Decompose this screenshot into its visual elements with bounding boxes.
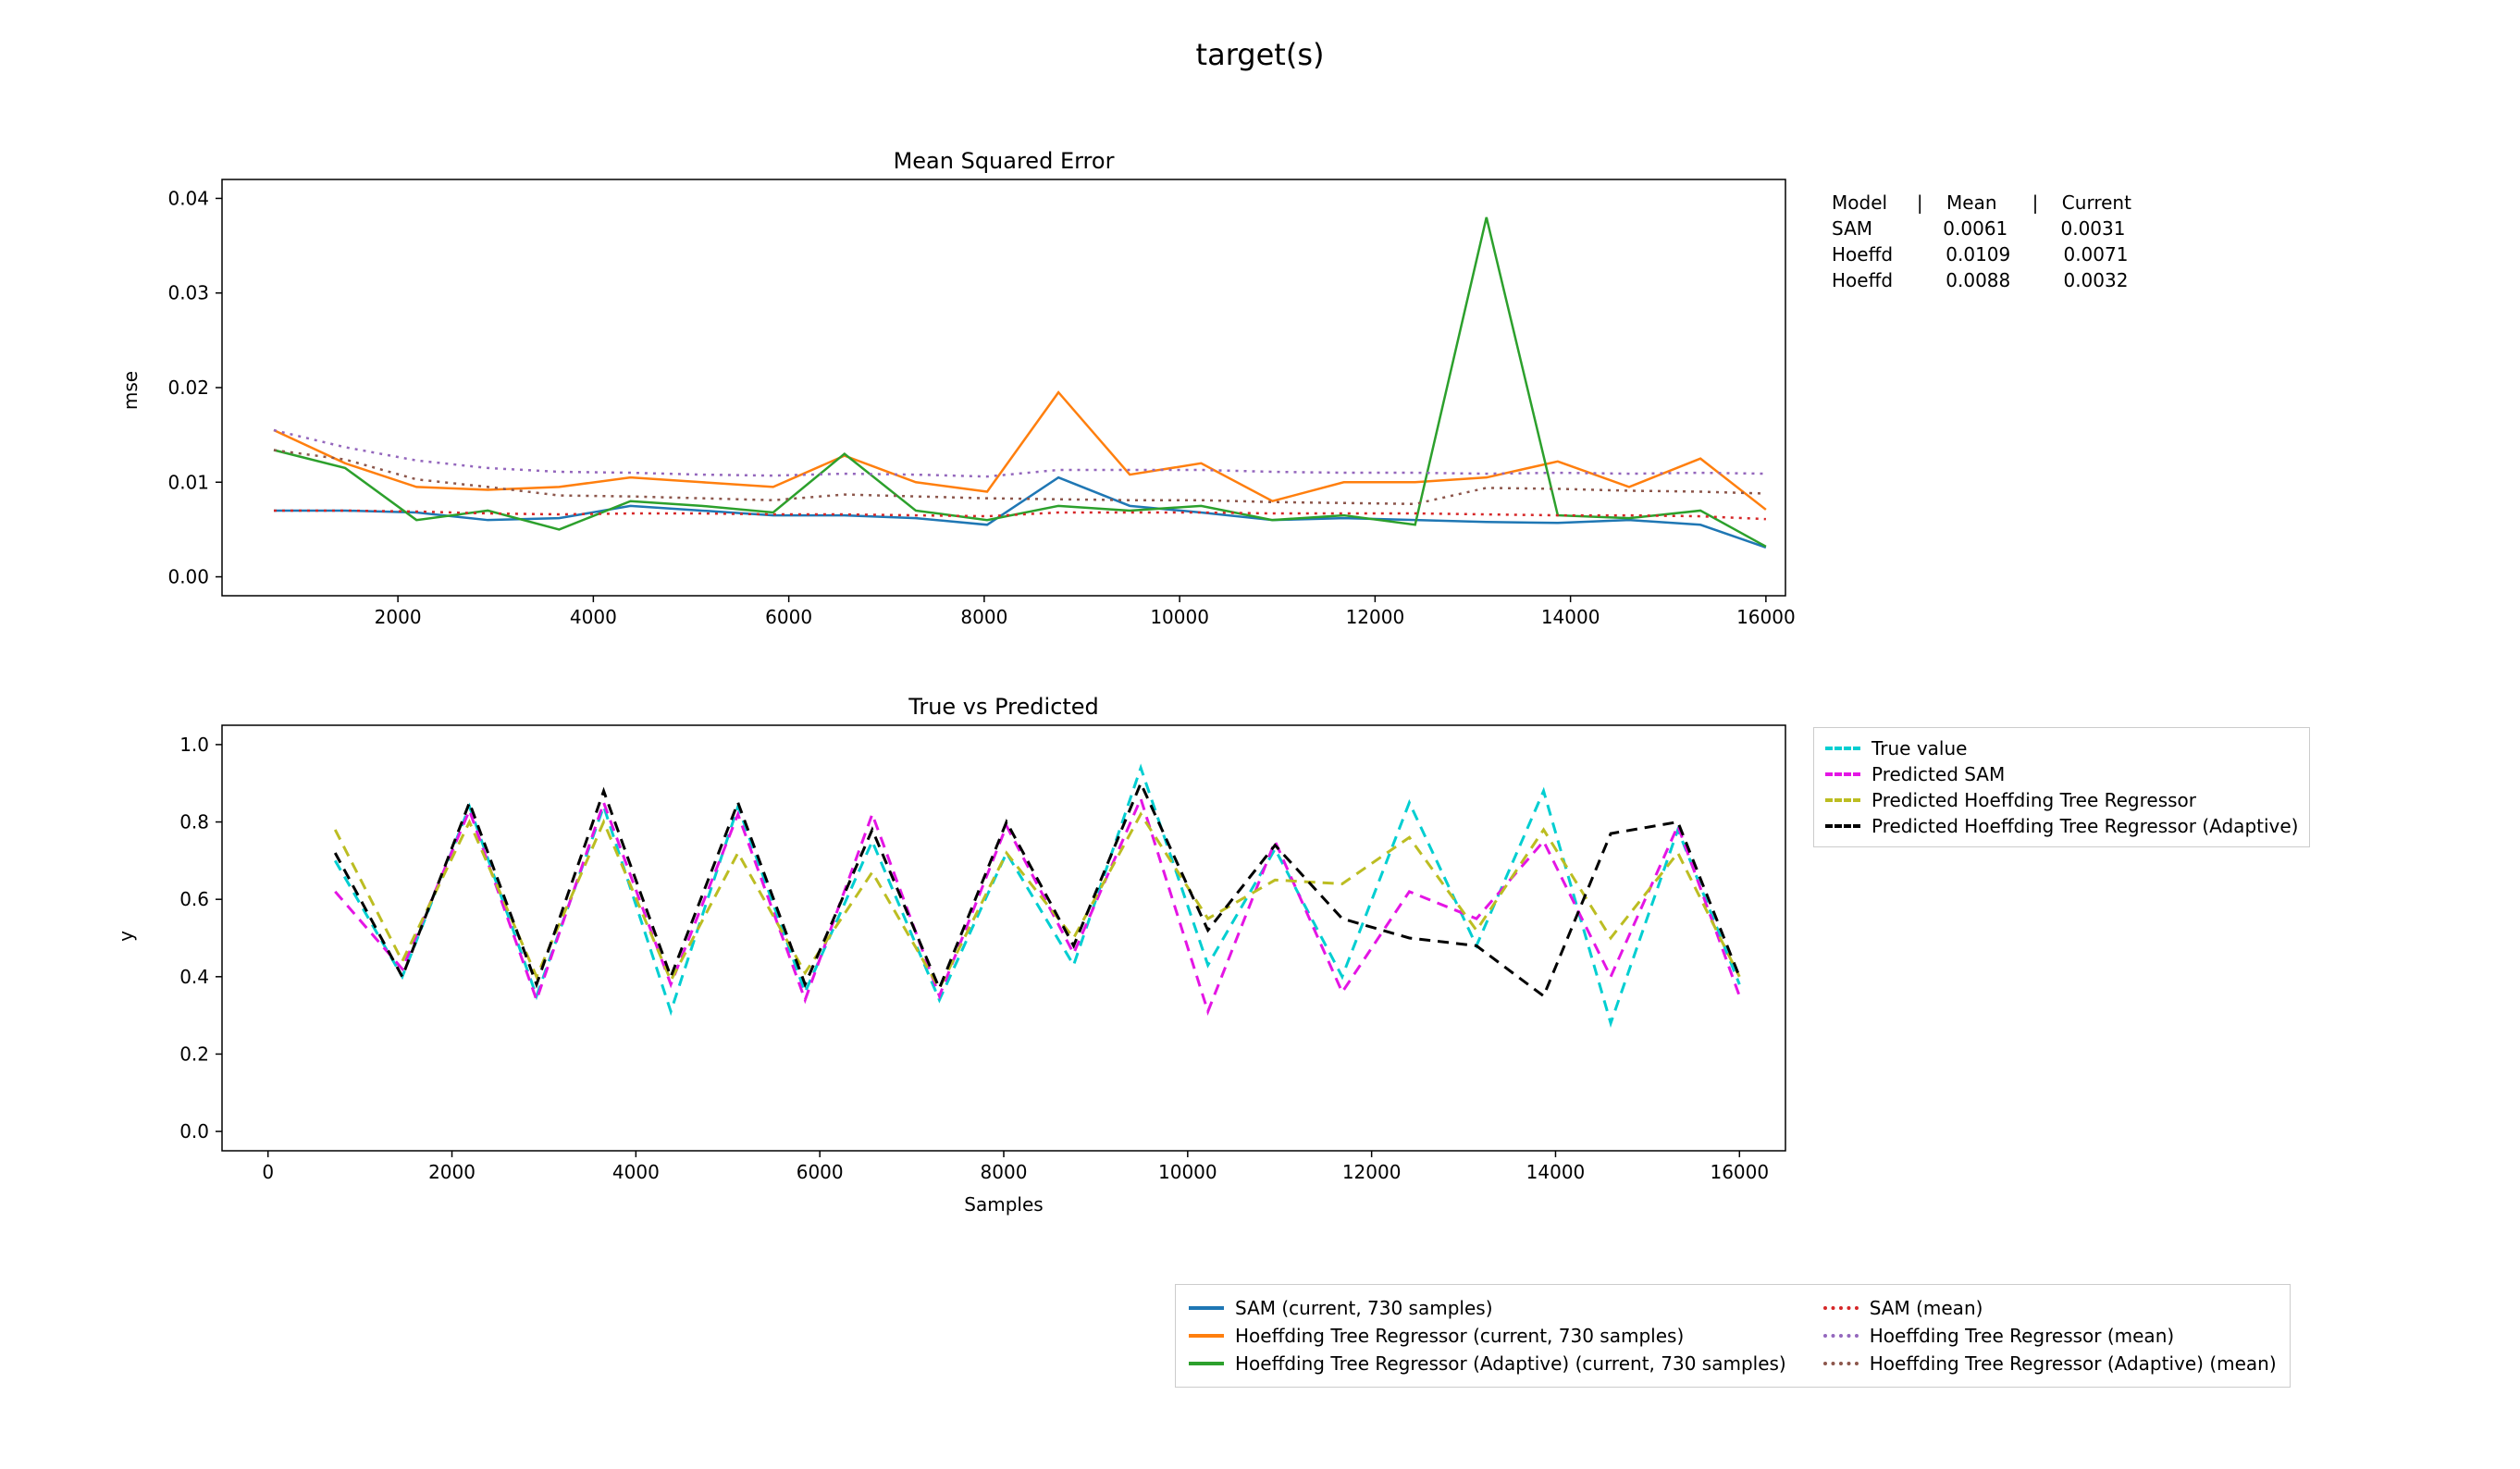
legend-label: Hoeffding Tree Regressor (Adaptive) (mea… (1870, 1352, 2277, 1375)
legend-item: Predicted Hoeffding Tree Regressor (1825, 787, 2298, 813)
legend-swatch (1825, 772, 1860, 776)
series-hoeffd_adapt_mean (274, 451, 1766, 504)
legend-label: Hoeffding Tree Regressor (current, 730 s… (1235, 1325, 1684, 1347)
svg-text:0: 0 (262, 1161, 274, 1183)
svg-text:10000: 10000 (1150, 606, 1209, 628)
figure: target(s) Mean Squared Error 2000 4000 600… (0, 0, 2520, 1469)
pred-title: True vs Predicted (222, 694, 1785, 720)
series-hoeffd_adapt_current (274, 217, 1766, 547)
svg-text:6000: 6000 (765, 606, 812, 628)
mse-plot-area: 2000400060008000100001200014000160000.00… (222, 179, 1785, 633)
legend-item: Hoeffding Tree Regressor (current, 730 s… (1189, 1322, 1786, 1350)
legend-label: SAM (mean) (1870, 1297, 1983, 1319)
svg-text:0.04: 0.04 (167, 187, 209, 209)
pred-plot-area: 02000400060008000100001200014000160000.0… (222, 725, 1785, 1188)
legend-label: Hoeffding Tree Regressor (Adaptive) (cur… (1235, 1352, 1786, 1375)
legend-item: SAM (current, 730 samples) (1189, 1294, 1786, 1322)
svg-text:1.0: 1.0 (179, 734, 209, 756)
svg-text:0.0: 0.0 (179, 1120, 209, 1142)
svg-text:2000: 2000 (375, 606, 422, 628)
svg-text:0.03: 0.03 (167, 282, 209, 304)
legend-swatch (1189, 1334, 1224, 1338)
legend-label: Predicted SAM (1871, 763, 2005, 785)
legend-item: Hoeffding Tree Regressor (mean) (1823, 1322, 2277, 1350)
pred-ylabel: y (115, 931, 137, 942)
svg-text:16000: 16000 (1710, 1161, 1769, 1183)
svg-text:0.00: 0.00 (167, 566, 209, 588)
svg-text:12000: 12000 (1346, 606, 1405, 628)
svg-text:8000: 8000 (981, 1161, 1028, 1183)
svg-text:14000: 14000 (1526, 1161, 1586, 1183)
svg-text:12000: 12000 (1342, 1161, 1402, 1183)
mse-ylabel: mse (119, 371, 142, 410)
pred-legend: True value Predicted SAM Predicted Hoeffdi… (1813, 727, 2310, 847)
svg-text:6000: 6000 (797, 1161, 844, 1183)
legend-swatch (1823, 1306, 1859, 1310)
legend-swatch (1823, 1334, 1859, 1338)
legend-swatch (1825, 798, 1860, 802)
svg-text:8000: 8000 (960, 606, 1007, 628)
pred-chart: True vs Predicted 0 2000 4000 6000 8000 10000… (222, 694, 1785, 1216)
legend-swatch (1189, 1362, 1224, 1365)
legend-swatch (1825, 824, 1860, 828)
legend-item: SAM (mean) (1823, 1294, 2277, 1322)
legend-swatch (1825, 747, 1860, 750)
svg-text:4000: 4000 (612, 1161, 660, 1183)
pred-xlabel: Samples (222, 1193, 1785, 1216)
svg-text:10000: 10000 (1158, 1161, 1217, 1183)
mse-summary-table: Model | Mean | Current SAM 0.0061 0.0031… (1832, 190, 2131, 293)
series-true (335, 768, 1739, 1023)
svg-text:0.01: 0.01 (167, 471, 209, 493)
legend-label: SAM (current, 730 samples) (1235, 1297, 1493, 1319)
svg-text:14000: 14000 (1541, 606, 1600, 628)
series-hoeffd (335, 814, 1739, 988)
mse-chart: Mean Squared Error 2000 4000 6000 8000 10000… (222, 148, 1785, 633)
legend-item: Hoeffding Tree Regressor (Adaptive) (mea… (1823, 1350, 2277, 1377)
series-sam_mean (274, 511, 1766, 519)
legend-label: Predicted Hoeffding Tree Regressor (Adap… (1871, 815, 2298, 837)
series-hoeffd_ad (335, 784, 1739, 996)
figure-suptitle: target(s) (0, 37, 2520, 72)
legend-item: Predicted SAM (1825, 761, 2298, 787)
svg-text:0.8: 0.8 (179, 811, 209, 833)
mse-title: Mean Squared Error (222, 148, 1785, 174)
svg-text:0.02: 0.02 (167, 377, 209, 399)
svg-text:4000: 4000 (570, 606, 617, 628)
legend-label: Predicted Hoeffding Tree Regressor (1871, 789, 2196, 811)
legend-swatch (1823, 1362, 1859, 1365)
legend-swatch (1189, 1306, 1224, 1310)
legend-item: True value (1825, 735, 2298, 761)
svg-text:0.4: 0.4 (179, 966, 209, 988)
legend-label: True value (1871, 737, 1967, 759)
svg-text:0.6: 0.6 (179, 888, 209, 910)
legend-label: Hoeffding Tree Regressor (mean) (1870, 1325, 2174, 1347)
legend-item: Predicted Hoeffding Tree Regressor (Adap… (1825, 813, 2298, 839)
svg-text:16000: 16000 (1736, 606, 1796, 628)
legend-item: Hoeffding Tree Regressor (Adaptive) (cur… (1189, 1350, 1786, 1377)
svg-text:2000: 2000 (428, 1161, 476, 1183)
bottom-legend: SAM (current, 730 samples) Hoeffding Tree… (1175, 1284, 2291, 1388)
svg-text:0.2: 0.2 (179, 1043, 209, 1065)
